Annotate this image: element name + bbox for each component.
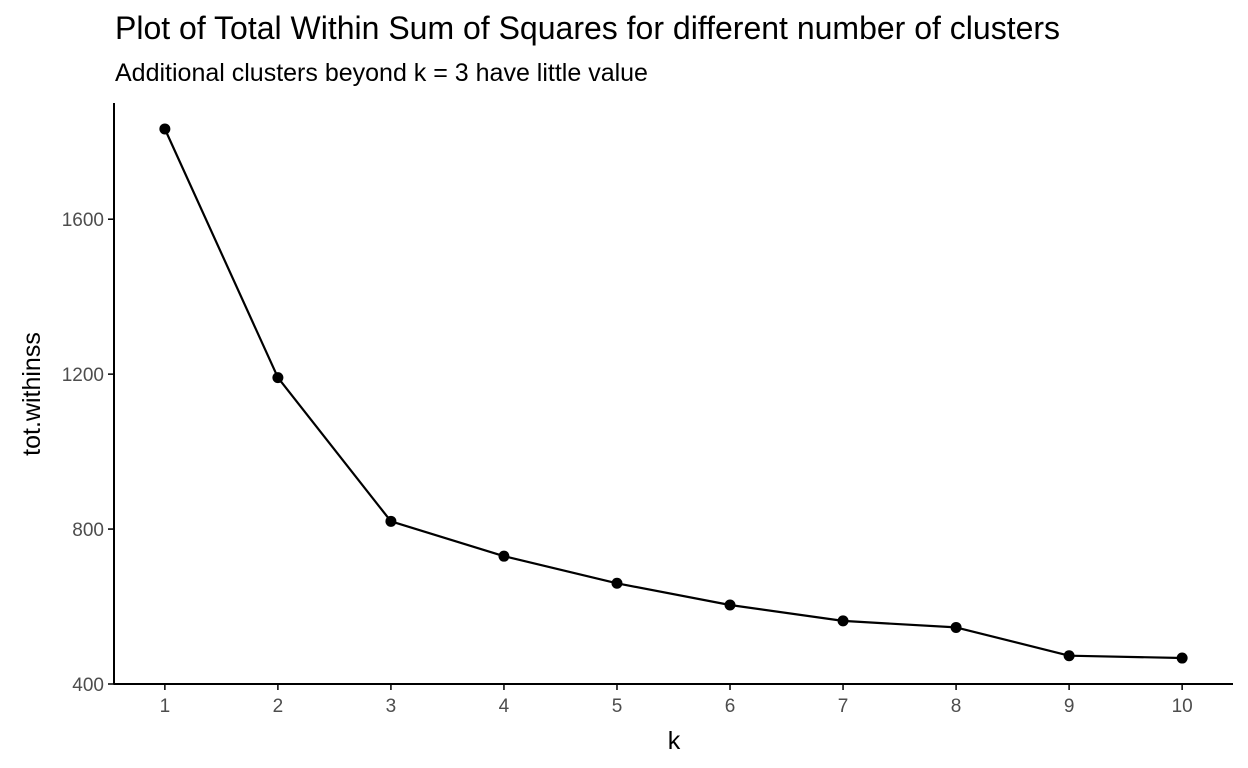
- x-tick-label: 5: [612, 696, 623, 717]
- x-tick-label: 8: [951, 696, 962, 717]
- x-axis-title: k: [668, 727, 681, 755]
- x-tick-label: 9: [1064, 696, 1075, 717]
- data-point: [724, 599, 736, 611]
- data-point: [837, 615, 849, 627]
- data-point: [385, 515, 397, 527]
- y-tick-label: 400: [72, 675, 104, 696]
- data-point: [498, 550, 510, 562]
- axes: [113, 103, 1233, 685]
- data-point: [159, 123, 171, 135]
- y-tick-label: 800: [72, 520, 104, 541]
- x-tick-label: 7: [838, 696, 849, 717]
- x-tick-label: 6: [725, 696, 736, 717]
- data-point: [950, 621, 962, 633]
- y-tick-label: 1600: [62, 210, 104, 231]
- x-tick-label: 2: [273, 696, 284, 717]
- x-tick-label: 10: [1172, 696, 1193, 717]
- data-point: [1063, 650, 1075, 662]
- data-point: [611, 577, 623, 589]
- y-tick-label: 1200: [62, 365, 104, 386]
- chart-title: Plot of Total Within Sum of Squares for …: [115, 10, 1061, 46]
- data-point: [272, 372, 284, 384]
- series: [159, 123, 1188, 664]
- x-tick-label: 3: [386, 696, 397, 717]
- data-point: [1176, 652, 1188, 664]
- x-tick-label: 4: [499, 696, 510, 717]
- ticks: 1 2 3 4 5 6 7 8 9 10 400 800 1200 1600: [62, 210, 1193, 717]
- x-tick-label: 1: [160, 696, 171, 717]
- y-axis-title: tot.withinss: [18, 332, 46, 456]
- chart-subtitle: Additional clusters beyond k = 3 have li…: [115, 59, 648, 87]
- series-line: [163, 128, 1183, 660]
